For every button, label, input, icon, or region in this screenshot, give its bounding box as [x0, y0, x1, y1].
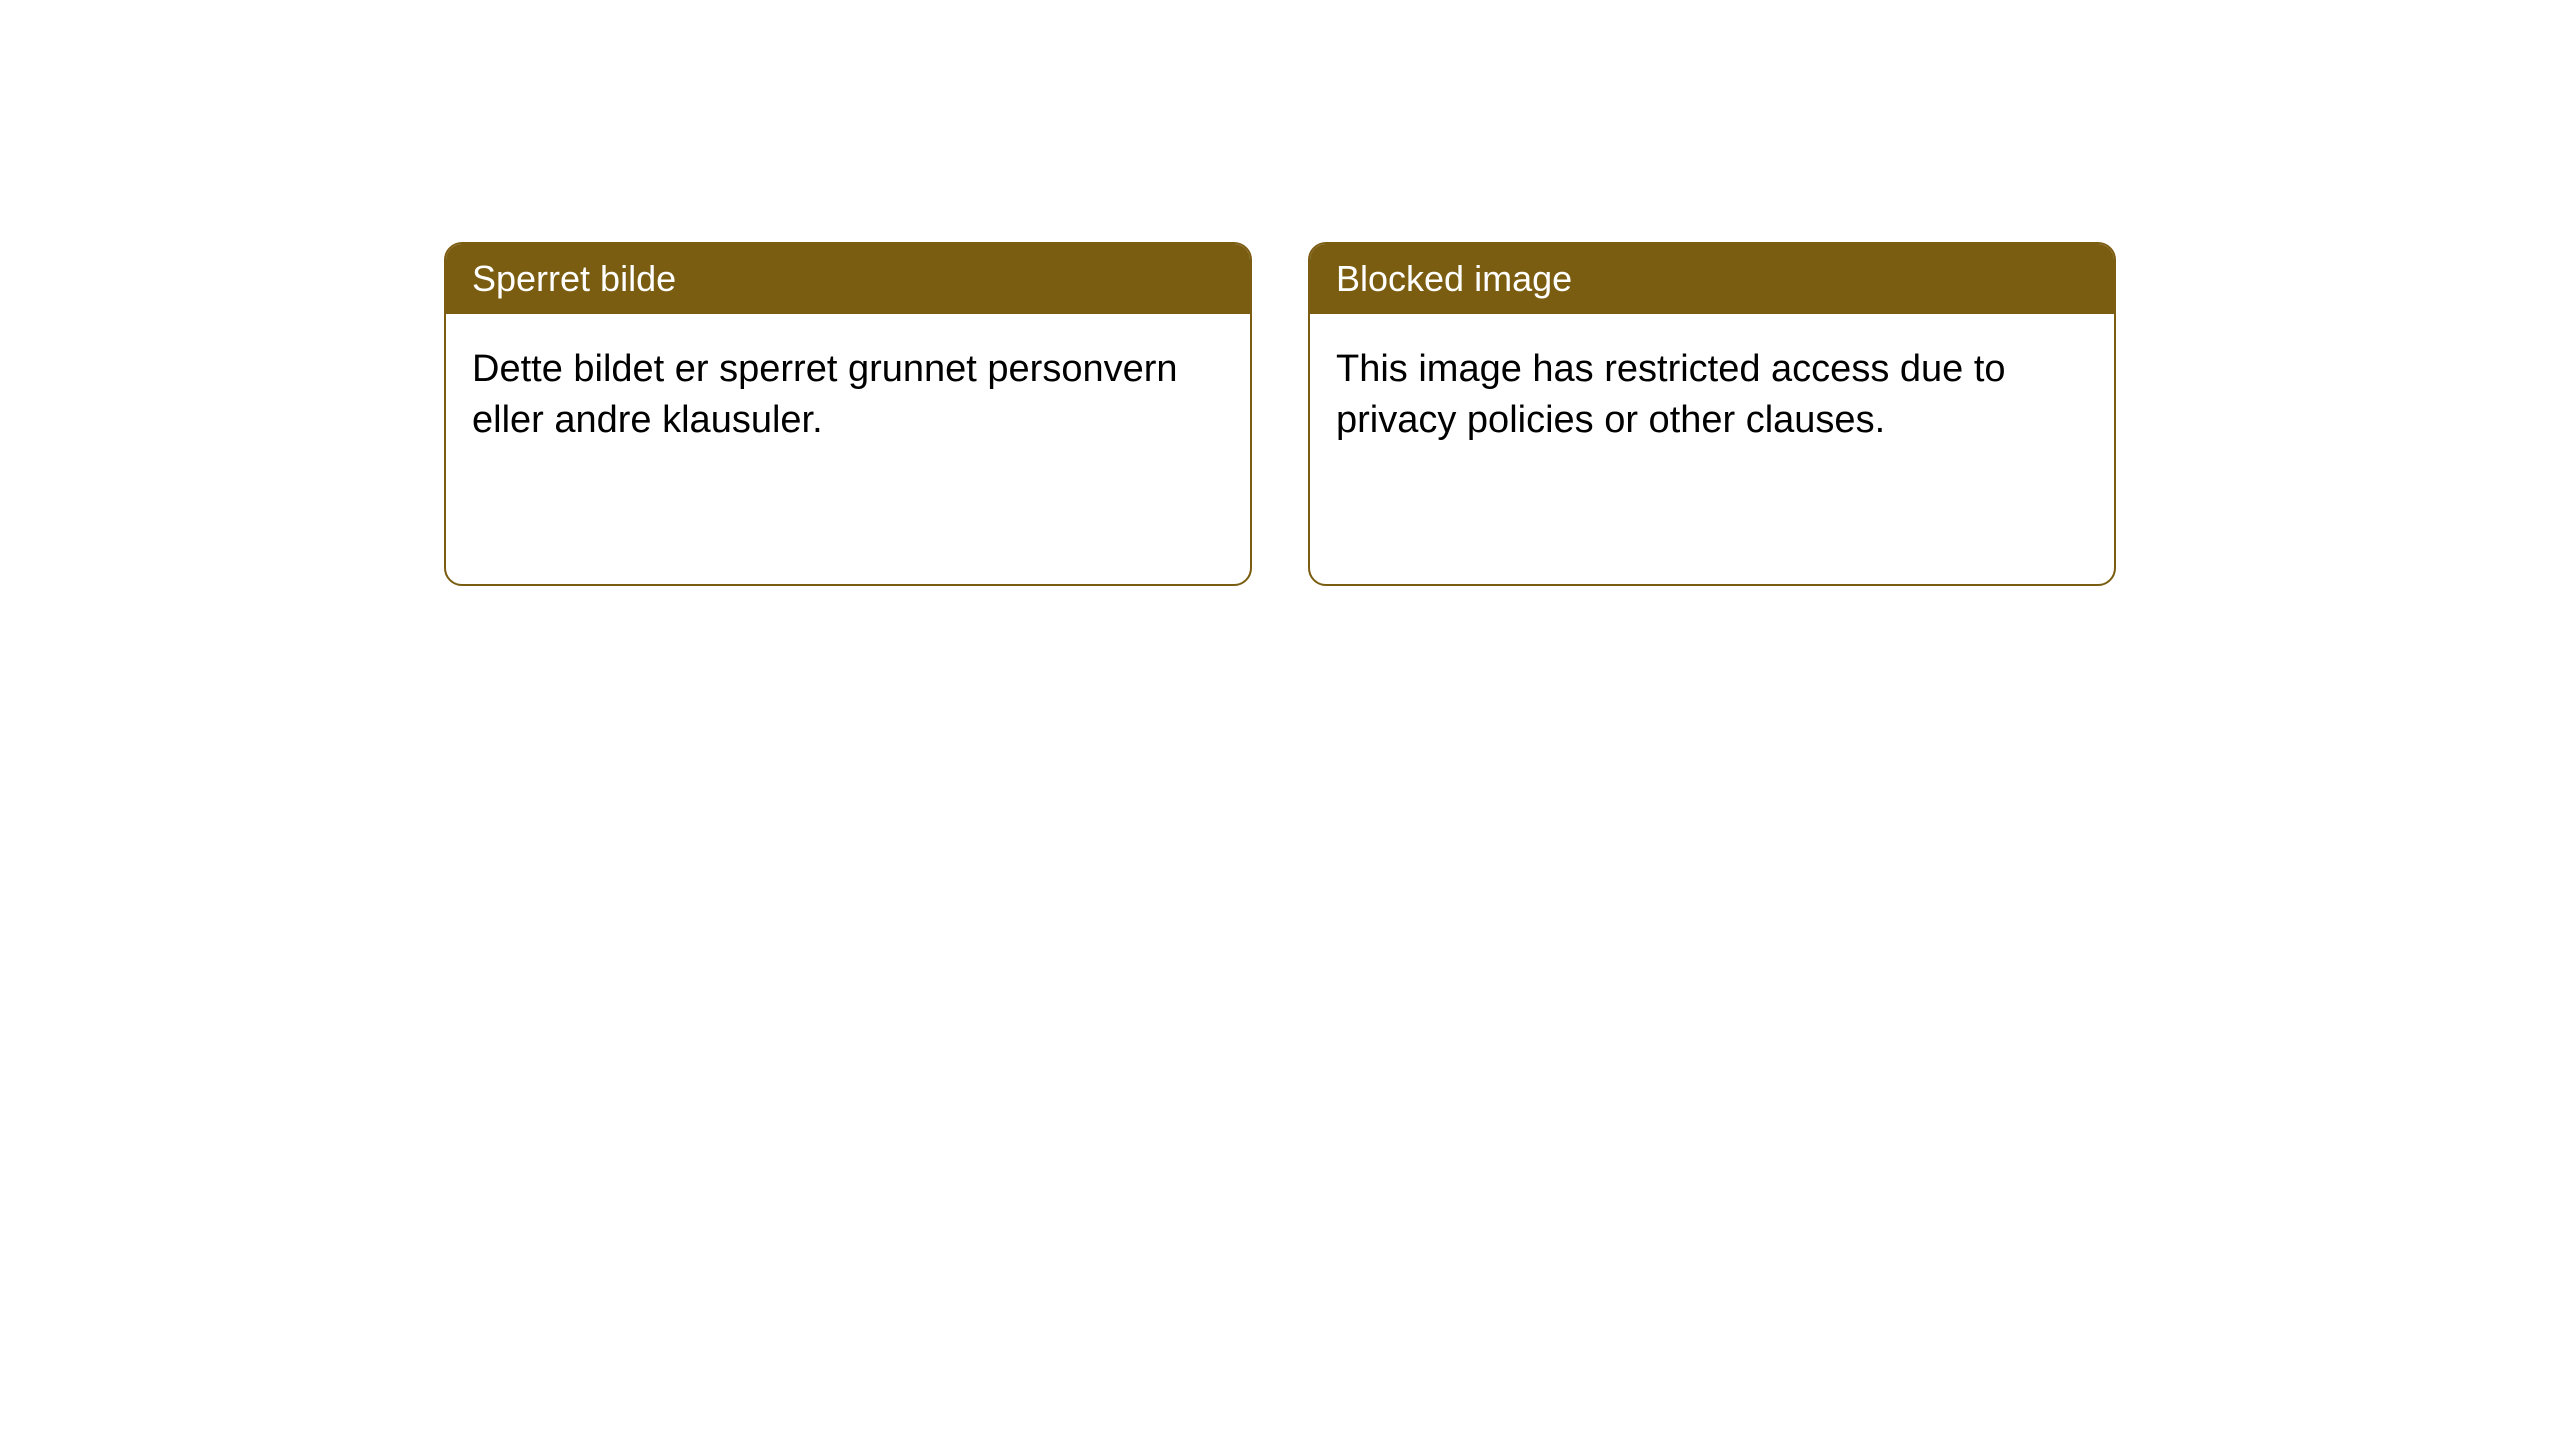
card-header: Sperret bilde [446, 244, 1250, 314]
card-header: Blocked image [1310, 244, 2114, 314]
card-body: This image has restricted access due to … [1310, 314, 2114, 584]
card-body-text: Dette bildet er sperret grunnet personve… [472, 348, 1178, 441]
card-body-text: This image has restricted access due to … [1336, 348, 2006, 441]
notice-card-english: Blocked image This image has restricted … [1308, 242, 2116, 586]
notice-card-norwegian: Sperret bilde Dette bildet er sperret gr… [444, 242, 1252, 586]
card-title: Blocked image [1336, 258, 1572, 299]
card-body: Dette bildet er sperret grunnet personve… [446, 314, 1250, 584]
card-title: Sperret bilde [472, 258, 676, 299]
notice-card-container: Sperret bilde Dette bildet er sperret gr… [444, 242, 2116, 586]
